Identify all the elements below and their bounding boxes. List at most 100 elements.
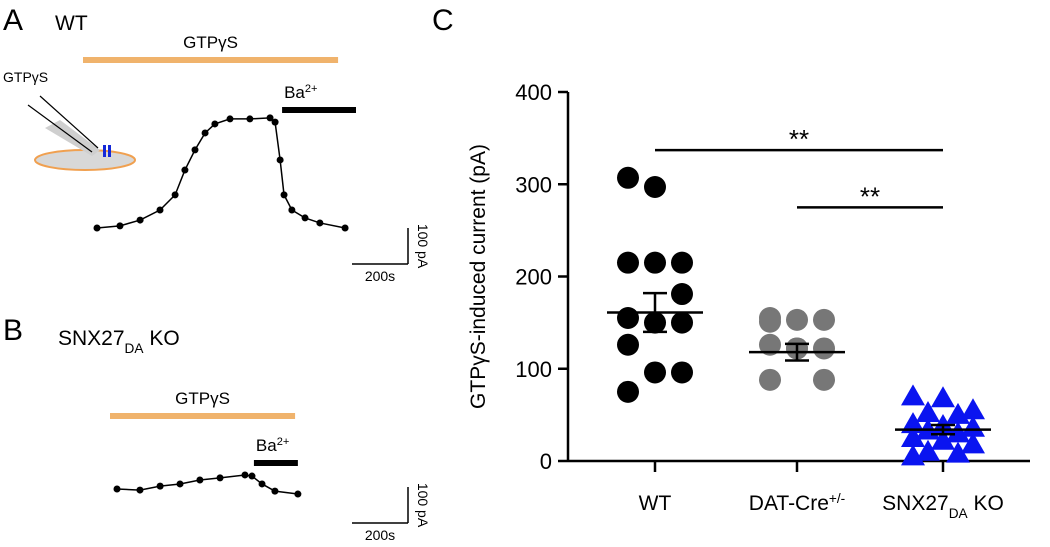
stimulus-label-part: 2+ (277, 436, 290, 448)
trace-point (196, 476, 204, 484)
y-tick-label: 0 (540, 449, 552, 474)
trace-point (113, 485, 121, 493)
data-point (931, 386, 955, 408)
data-point (644, 176, 666, 199)
trace-point (280, 191, 288, 199)
data-point (671, 251, 693, 274)
stimulus-label: GTPγS (175, 389, 230, 408)
stimulus-label-part: GTPγS (183, 33, 238, 52)
x-tick-label: SNX27DA KO (882, 492, 1004, 521)
data-point (786, 308, 808, 331)
panel-title: WT (55, 12, 88, 35)
stimulus-label: Ba2+ (284, 83, 317, 102)
trace-point (226, 115, 234, 123)
scalebar-x-label: 200s (365, 527, 395, 542)
data-point (901, 444, 925, 466)
data-point (617, 251, 639, 274)
panel-letter: B (3, 314, 23, 347)
inset-label: GTPγS (3, 69, 48, 85)
data-point (946, 441, 970, 463)
data-point (617, 333, 639, 356)
data-point (901, 384, 925, 406)
data-point (961, 398, 985, 420)
error-bar (785, 342, 809, 362)
trace-point (271, 118, 279, 126)
data-point (961, 415, 985, 437)
trace-line (96, 117, 346, 229)
panel-title-part: WT (55, 12, 88, 35)
data-point (931, 428, 955, 450)
stimulus-label-part: GTPγS (175, 389, 230, 408)
y-tick-label: 100 (515, 357, 552, 382)
trace-point (181, 166, 189, 174)
trace-point (191, 146, 199, 154)
data-point (671, 311, 693, 334)
data-point (644, 251, 666, 274)
data-point (671, 283, 693, 306)
trace-point (176, 480, 184, 488)
stimulus-label-part: 2+ (305, 83, 318, 95)
data-point (946, 421, 970, 443)
data-point (946, 402, 970, 424)
data-point (617, 307, 639, 330)
panel-title: SNX27DA KO (58, 327, 180, 356)
inset-diagram (27, 95, 136, 171)
x-tick-label-part: DAT-Cre (749, 492, 829, 515)
trace-point (341, 224, 349, 232)
stimulus-label: GTPγS (183, 33, 238, 52)
trace-point (288, 206, 296, 214)
y-tick-label: 200 (515, 265, 552, 290)
trace-point (301, 214, 309, 222)
trace-point (294, 490, 302, 498)
panel-letter: A (3, 4, 23, 37)
panel-title-part: SNX27 (58, 327, 125, 350)
x-tick-label-part: DA (949, 506, 969, 521)
trace-line (116, 474, 298, 495)
trace-point (258, 480, 266, 488)
data-point (671, 361, 693, 384)
stimulus-label-part: Ba (256, 436, 277, 455)
x-tick-label-part: +/- (829, 491, 845, 506)
data-point (961, 432, 985, 454)
data-point (759, 368, 781, 391)
scalebar-y-label: 100 pA (415, 483, 431, 528)
trace-point (276, 156, 284, 164)
trace-point (211, 120, 219, 128)
significance-label: ** (860, 181, 880, 211)
y-tick-label: 300 (515, 172, 552, 197)
data-point (813, 337, 835, 360)
scalebar-x-label: 200s (365, 268, 395, 284)
significance-label: ** (789, 124, 809, 154)
panel-title-part: KO (144, 327, 180, 350)
x-tick-label-part: WT (639, 492, 672, 515)
trace-point (171, 191, 179, 199)
data-point (644, 361, 666, 384)
y-axis-label: GTPγS-induced current (pA) (467, 144, 490, 409)
y-tick-label: 400 (515, 80, 552, 105)
trace-point (241, 471, 249, 479)
scalebar-y-label: 100 pA (415, 224, 431, 269)
trace-point (266, 114, 274, 122)
data-point (617, 380, 639, 403)
stimulus-label-part: Ba (284, 83, 305, 102)
trace-point (116, 222, 124, 230)
data-point (916, 439, 940, 461)
trace-point (248, 472, 256, 480)
data-point (759, 310, 781, 333)
data-point (901, 412, 925, 434)
error-bar (643, 291, 667, 334)
x-tick-label-part: KO (968, 492, 1004, 515)
panel-title-part: DA (125, 341, 145, 356)
trace-point (201, 129, 209, 137)
data-point (901, 425, 925, 447)
data-point (916, 401, 940, 423)
trace-point (156, 482, 164, 490)
data-point (617, 166, 639, 189)
panel-letter: C (432, 4, 454, 37)
trace-point (246, 115, 254, 123)
trace-point (216, 474, 224, 482)
trace-point (316, 219, 324, 227)
trace-point (136, 486, 144, 494)
x-tick-label-part: SNX27 (882, 492, 949, 515)
